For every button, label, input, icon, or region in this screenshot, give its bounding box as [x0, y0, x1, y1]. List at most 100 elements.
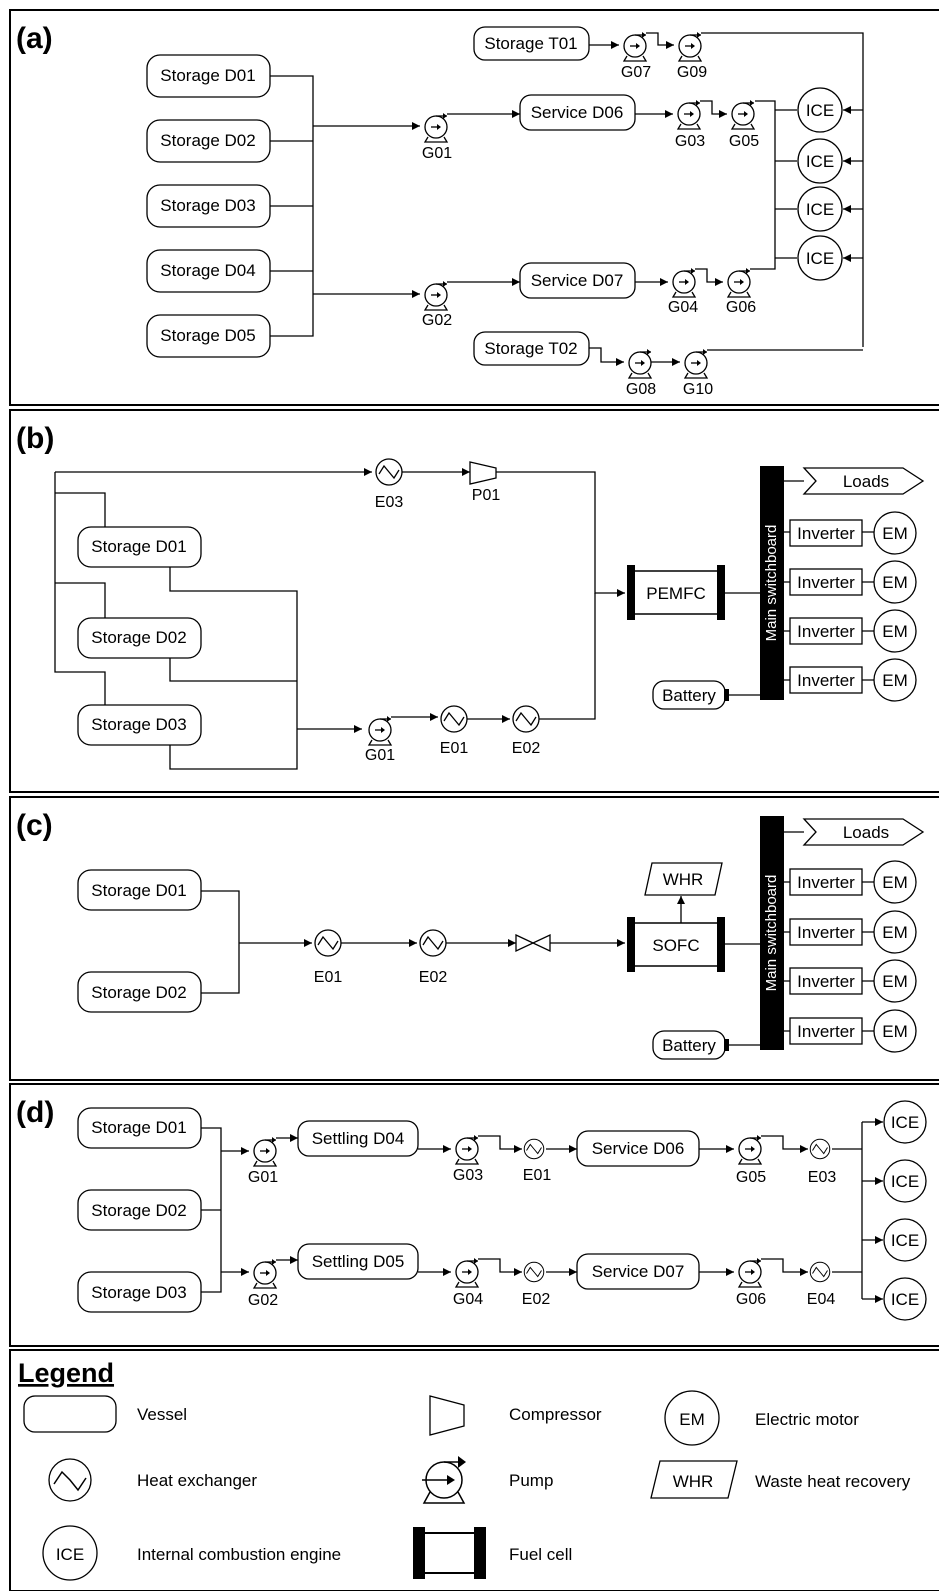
heat-exchanger-icon [419, 929, 447, 957]
pump-g09-label: G09 [677, 64, 707, 81]
vessel-service-d06: Service D06 [519, 94, 636, 131]
svg-text:WHR: WHR [663, 870, 704, 889]
ice-engine: ICE [883, 1100, 927, 1144]
pump-icon [678, 31, 702, 62]
inverter-em-row: Inverter EM [784, 658, 917, 702]
svg-text:Storage D01: Storage D01 [160, 66, 255, 85]
heat-exchanger-icon [809, 1261, 831, 1283]
legend-ice-symbol: ICE [56, 1545, 84, 1564]
pump-g04-label: G04 [453, 1291, 483, 1308]
svg-text:ICE: ICE [891, 1113, 919, 1132]
panel-c: (c) Storage D01 Storage D02 E01 E02 SOFC [9, 796, 939, 1081]
svg-text:Storage D01: Storage D01 [91, 537, 186, 556]
svg-text:Storage T02: Storage T02 [484, 339, 577, 358]
pump-icon [455, 1134, 479, 1165]
hx-e02-label: E02 [522, 1291, 551, 1308]
svg-text:Storage D05: Storage D05 [160, 326, 255, 345]
compressor-p01-label: P01 [472, 487, 501, 504]
pump-icon [455, 1257, 479, 1288]
svg-text:ICE: ICE [806, 152, 834, 171]
vessel-storage-t02: Storage T02 [473, 331, 590, 366]
hx-e04-label: E04 [807, 1291, 836, 1308]
legend-whr-symbol: WHR [673, 1472, 714, 1491]
svg-text:ICE: ICE [891, 1231, 919, 1250]
heat-exchanger-icon [523, 1261, 545, 1283]
panel-c-label: (c) [16, 809, 53, 842]
main-switchboard: Main switchboard [760, 466, 784, 700]
svg-text:Main switchboard: Main switchboard [763, 875, 780, 992]
fuel-cell-sofc: SOFC [627, 917, 725, 972]
inverter-em-row: Inverter EM [784, 511, 917, 555]
pump-icon [738, 1257, 762, 1288]
pump-g01-label: G01 [422, 145, 452, 162]
vessel-storage-d02: Storage D02 [77, 617, 202, 659]
svg-text:Storage T01: Storage T01 [484, 34, 577, 53]
panel-d-label: (d) [16, 1096, 54, 1129]
svg-text:PEMFC: PEMFC [646, 584, 706, 603]
ice-engine: ICE [883, 1218, 927, 1262]
pump-g05-label: G05 [736, 1169, 766, 1186]
compressor-icon [469, 461, 497, 485]
panel-a: (a) Storage D01 Storage D02 Storage D03 … [9, 9, 939, 406]
svg-text:ICE: ICE [806, 249, 834, 268]
svg-text:Service D06: Service D06 [531, 103, 624, 122]
pump-g03-label: G03 [675, 133, 705, 150]
svg-text:Inverter: Inverter [797, 972, 855, 991]
legend-vessel: Vessel [137, 1405, 187, 1424]
svg-text:Loads: Loads [843, 823, 889, 842]
legend-electric-motor: Electric motor [755, 1410, 859, 1429]
inverter-em-row: Inverter EM [784, 1009, 917, 1053]
pump-g02-label: G02 [248, 1292, 278, 1309]
pump-icon [738, 1134, 762, 1165]
pump-g05-label: G05 [729, 133, 759, 150]
svg-text:EM: EM [882, 873, 908, 892]
pump-icon [368, 715, 392, 746]
svg-text:Storage D01: Storage D01 [91, 1118, 186, 1137]
hx-e01-label: E01 [523, 1167, 552, 1184]
svg-text:Service D07: Service D07 [592, 1262, 685, 1281]
vessel-storage-d04: Storage D04 [146, 249, 271, 293]
pump-icon [253, 1136, 277, 1167]
legend-waste-heat-recovery: Waste heat recovery [755, 1472, 911, 1491]
svg-text:Loads: Loads [843, 472, 889, 491]
ice-icon [42, 1525, 98, 1581]
panel-d-frame [9, 1083, 939, 1347]
svg-text:Inverter: Inverter [797, 873, 855, 892]
svg-text:Inverter: Inverter [797, 1022, 855, 1041]
hx-e01-label: E01 [440, 740, 469, 757]
pump-g01-label: G01 [248, 1169, 278, 1186]
pump-g07-label: G07 [621, 64, 651, 81]
hx-e01-label: E01 [314, 969, 343, 986]
legend-heat-exchanger: Heat exchanger [137, 1471, 257, 1490]
battery: Battery [652, 680, 760, 710]
svg-text:Service D07: Service D07 [531, 271, 624, 290]
vessel-storage-d02: Storage D02 [77, 971, 202, 1013]
svg-text:EM: EM [882, 573, 908, 592]
whr-unit: WHR [644, 862, 723, 896]
ice-engine: ICE [797, 186, 843, 232]
inverter-em-row: Inverter EM [784, 959, 917, 1003]
loads-arrow: Loads [784, 467, 925, 495]
legend-em-symbol: EM [679, 1410, 705, 1429]
battery: Battery [652, 1030, 760, 1060]
svg-text:ICE: ICE [891, 1290, 919, 1309]
svg-text:Battery: Battery [662, 686, 716, 705]
inverter-em-row: Inverter EM [784, 860, 917, 904]
vessel-storage-d02: Storage D02 [77, 1189, 202, 1231]
pump-icon [672, 267, 696, 298]
vessel-storage-d01: Storage D01 [77, 1107, 202, 1149]
panel-b-label: (b) [16, 422, 54, 455]
panel-b-frame [9, 409, 939, 793]
svg-text:Settling D04: Settling D04 [312, 1129, 405, 1148]
heat-exchanger-icon [523, 1138, 545, 1160]
svg-text:Storage D03: Storage D03 [91, 1283, 186, 1302]
legend-pump: Pump [509, 1471, 553, 1490]
pump-g10-label: G10 [683, 381, 713, 398]
svg-text:Storage D03: Storage D03 [91, 715, 186, 734]
vessel-service-d06: Service D06 [576, 1130, 700, 1167]
panel-a-frame [9, 9, 939, 406]
ice-engine: ICE [797, 87, 843, 133]
svg-text:EM: EM [882, 923, 908, 942]
legend-compressor: Compressor [509, 1405, 602, 1424]
